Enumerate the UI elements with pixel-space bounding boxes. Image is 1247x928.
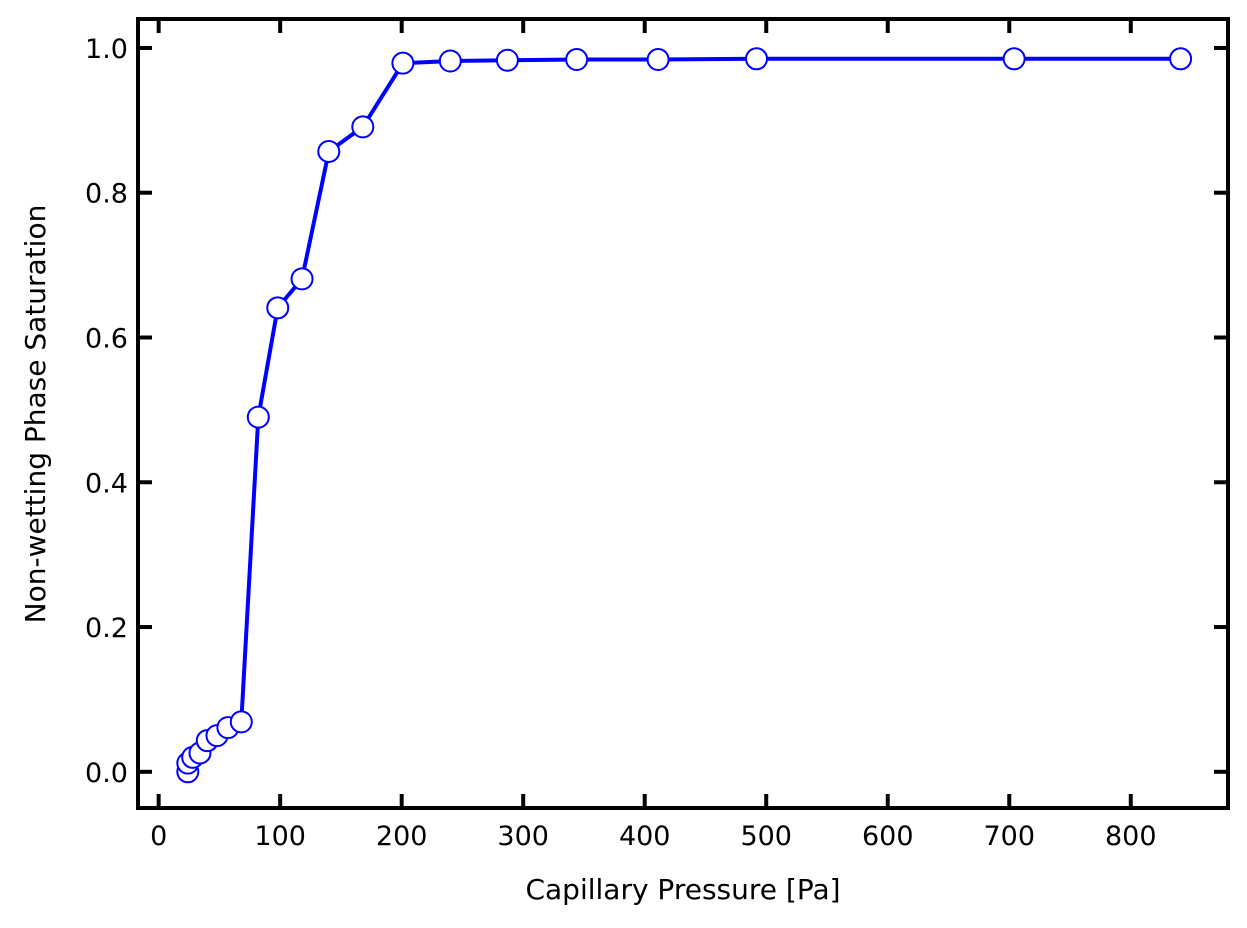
data-point: [229, 710, 253, 734]
data-point: [646, 48, 670, 72]
x-tick-label: 800: [1105, 821, 1157, 852]
x-tick-label: 0: [150, 821, 167, 852]
x-axis-label: Capillary Pressure [Pa]: [525, 873, 840, 906]
series-layer: [176, 47, 1193, 784]
x-tick-label: 700: [983, 821, 1035, 852]
y-tick-label: 0.4: [85, 468, 128, 499]
y-tick-label: 0.0: [85, 758, 128, 789]
x-tick-label: 200: [376, 821, 428, 852]
y-axis-label: Non-wetting Phase Saturation: [19, 205, 52, 624]
data-point: [351, 115, 375, 139]
y-tick-label: 0.2: [85, 613, 128, 644]
x-tick-label: 400: [619, 821, 671, 852]
y-tick-label: 0.6: [85, 323, 128, 354]
x-tick-label: 500: [740, 821, 792, 852]
data-point: [1169, 47, 1193, 71]
data-point: [745, 47, 769, 71]
series-line: [185, 56, 1181, 772]
data-point: [317, 139, 341, 163]
x-tick-label: 600: [862, 821, 914, 852]
data-point: [565, 48, 589, 72]
x-tick-label: 300: [497, 821, 549, 852]
data-point: [1002, 47, 1026, 71]
plot-frame: [136, 17, 1230, 810]
data-point: [246, 405, 270, 429]
y-tick-label: 1.0: [85, 34, 128, 65]
axis-tick-labels: 0 100 200 300 400 500 600 700 800 0.0 0.2 0.4 0.6 0.8…: [85, 34, 1157, 852]
data-point: [391, 51, 415, 75]
y-tick-label: 0.8: [85, 179, 128, 210]
data-point: [495, 48, 519, 72]
x-tick-label: 100: [254, 821, 306, 852]
data-point: [290, 267, 314, 291]
data-point: [266, 296, 290, 320]
data-point: [438, 49, 462, 73]
axis-ticks: [138, 19, 1228, 808]
